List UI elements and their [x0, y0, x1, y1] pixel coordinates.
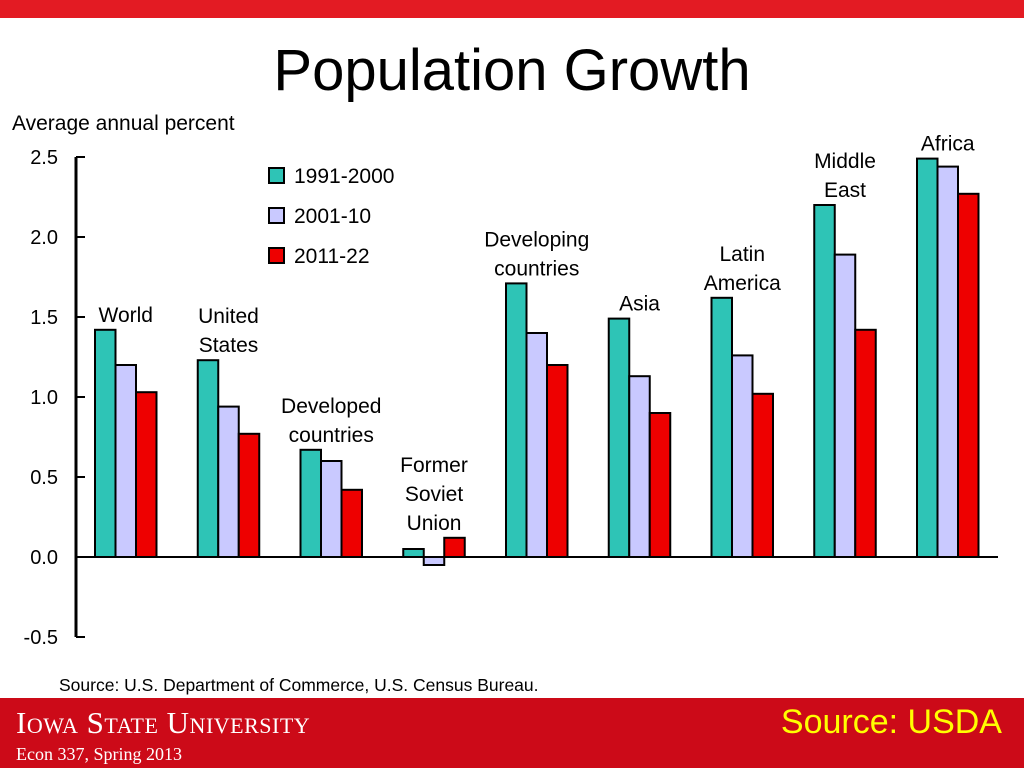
bar-africa-2001-10 — [936, 165, 959, 558]
y-axis-label: Average annual percent — [12, 112, 235, 135]
bar-latin-america-2011-22 — [751, 392, 774, 558]
category-label-developed-countries: countries — [289, 424, 374, 447]
y-tick-label: 2.5 — [30, 147, 58, 169]
bar-developed-countries-2011-22 — [340, 488, 363, 558]
bar-developed-countries-1991-2000 — [299, 448, 322, 558]
bar-latin-america-1991-2000 — [710, 296, 733, 559]
bar-developing-countries-2001-10 — [525, 332, 548, 558]
bar-asia-2001-10 — [628, 375, 651, 559]
y-tick-label: -0.5 — [24, 627, 58, 649]
category-label-latin-america: America — [704, 272, 781, 295]
category-label-united-states: United — [198, 305, 259, 328]
y-tick-label: 1.5 — [30, 307, 58, 329]
bar-middle-east-2011-22 — [854, 328, 877, 558]
footer-bar — [0, 698, 1024, 768]
bar-united-states-2011-22 — [237, 432, 261, 558]
category-label-world: World — [99, 304, 153, 327]
bar-former-soviet-union-2011-22 — [443, 536, 466, 558]
category-label-africa: Africa — [921, 133, 975, 156]
university-brand: Iowa State University — [16, 705, 311, 740]
bar-developing-countries-2011-22 — [546, 364, 569, 558]
bar-chart: Average annual percent 2.5 2.0 1.5 1.0 0.5 0.0… — [12, 112, 998, 695]
legend-label: 2011-22 — [294, 245, 370, 268]
bar-former-soviet-union-2001-10 — [422, 556, 446, 566]
bar-asia-1991-2000 — [607, 317, 631, 558]
bar-world-1991-2000 — [94, 328, 117, 558]
bar-latin-america-2001-10 — [731, 354, 754, 558]
bar-developing-countries-1991-2000 — [505, 282, 528, 558]
y-tick-label: 0.0 — [30, 547, 58, 569]
legend-swatch — [268, 167, 285, 184]
source-note: Source: USDA — [780, 703, 1002, 741]
category-label-developing-countries: Developing — [484, 228, 589, 251]
y-tick-label: 2.0 — [30, 227, 58, 249]
category-label-middle-east: Middle — [814, 150, 876, 173]
bar-world-2001-10 — [114, 364, 137, 558]
bar-world-2011-22 — [135, 391, 158, 559]
slide-title: Population Growth — [273, 38, 751, 103]
course-label: Econ 337, Spring 2013 — [16, 744, 182, 764]
category-label-asia: Asia — [619, 293, 660, 316]
category-label-middle-east: East — [824, 179, 866, 202]
legend-label: 1991-2000 — [294, 165, 394, 188]
category-label-former-soviet-union: Soviet — [405, 483, 464, 506]
bar-asia-2011-22 — [648, 412, 672, 558]
category-label-united-states: States — [199, 334, 259, 357]
bar-former-soviet-union-1991-2000 — [402, 548, 425, 558]
bar-africa-2011-22 — [957, 192, 980, 559]
category-label-former-soviet-union: Former — [400, 454, 468, 477]
bar-developed-countries-2001-10 — [320, 460, 343, 558]
category-label-developing-countries: countries — [494, 257, 579, 280]
bar-middle-east-1991-2000 — [813, 204, 836, 558]
bar-united-states-1991-2000 — [196, 359, 220, 559]
bar-africa-1991-2000 — [916, 157, 939, 558]
legend-swatch — [268, 247, 285, 264]
category-label-former-soviet-union: Union — [407, 512, 462, 535]
y-tick-label: 0.5 — [30, 467, 58, 489]
legend-swatch — [268, 207, 285, 224]
top-accent-bar — [0, 0, 1024, 18]
chart-source: Source: U.S. Department of Commerce, U.S… — [59, 675, 539, 695]
y-tick-label: 1.0 — [30, 387, 58, 409]
bar-middle-east-2001-10 — [833, 253, 857, 558]
bar-united-states-2001-10 — [217, 405, 240, 558]
legend-label: 2001-10 — [294, 205, 371, 228]
category-label-latin-america: Latin — [719, 243, 765, 266]
category-label-developed-countries: Developed — [281, 395, 381, 418]
